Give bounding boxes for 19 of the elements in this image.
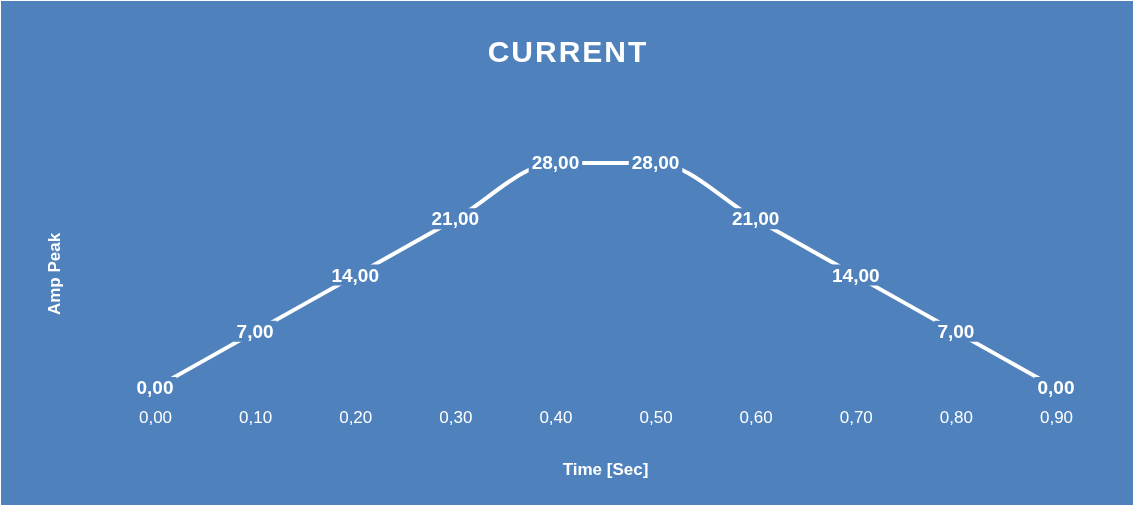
data-label: 28,00: [631, 152, 680, 173]
data-label: 21,00: [731, 208, 780, 230]
chart-title: CURRENT: [487, 35, 649, 68]
x-tick-label: 0,10: [239, 408, 273, 428]
x-tick-label: 0,50: [639, 408, 673, 428]
x-tick-label: 0,00: [138, 408, 173, 428]
x-tick-label: 0,40: [539, 408, 573, 428]
y-axis-title: Amp Peak: [45, 232, 64, 316]
x-axis-title: Time [Sec]: [562, 460, 649, 479]
x-tick-label: 0,20: [339, 408, 373, 428]
x-tick-label: 0,30: [439, 408, 473, 428]
data-label: 14,00: [331, 264, 379, 286]
x-tick-label: 0,90: [1039, 408, 1074, 428]
data-label: 21,00: [431, 208, 480, 230]
data-label: 28,00: [531, 152, 580, 173]
data-label: 14,00: [832, 264, 880, 286]
x-tick-label: 0,60: [739, 408, 773, 428]
x-tick-label: 0,80: [939, 408, 973, 428]
x-tick-label: 0,70: [839, 408, 873, 428]
